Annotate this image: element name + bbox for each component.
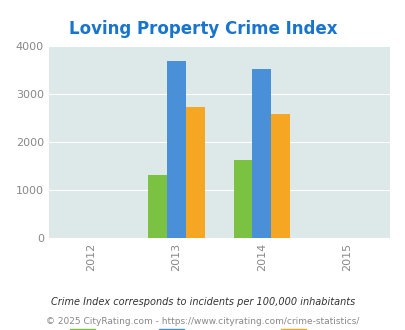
- Bar: [148, 176, 167, 238]
- Bar: [252, 69, 271, 238]
- Bar: [233, 160, 252, 238]
- Text: Loving Property Crime Index: Loving Property Crime Index: [68, 20, 337, 38]
- Bar: [271, 114, 289, 238]
- Bar: [167, 60, 185, 238]
- Legend: Loving, New Mexico, National: Loving, New Mexico, National: [65, 324, 373, 330]
- Bar: [185, 108, 204, 238]
- Text: Crime Index corresponds to incidents per 100,000 inhabitants: Crime Index corresponds to incidents per…: [51, 297, 354, 307]
- Text: © 2025 CityRating.com - https://www.cityrating.com/crime-statistics/: © 2025 CityRating.com - https://www.city…: [46, 317, 359, 326]
